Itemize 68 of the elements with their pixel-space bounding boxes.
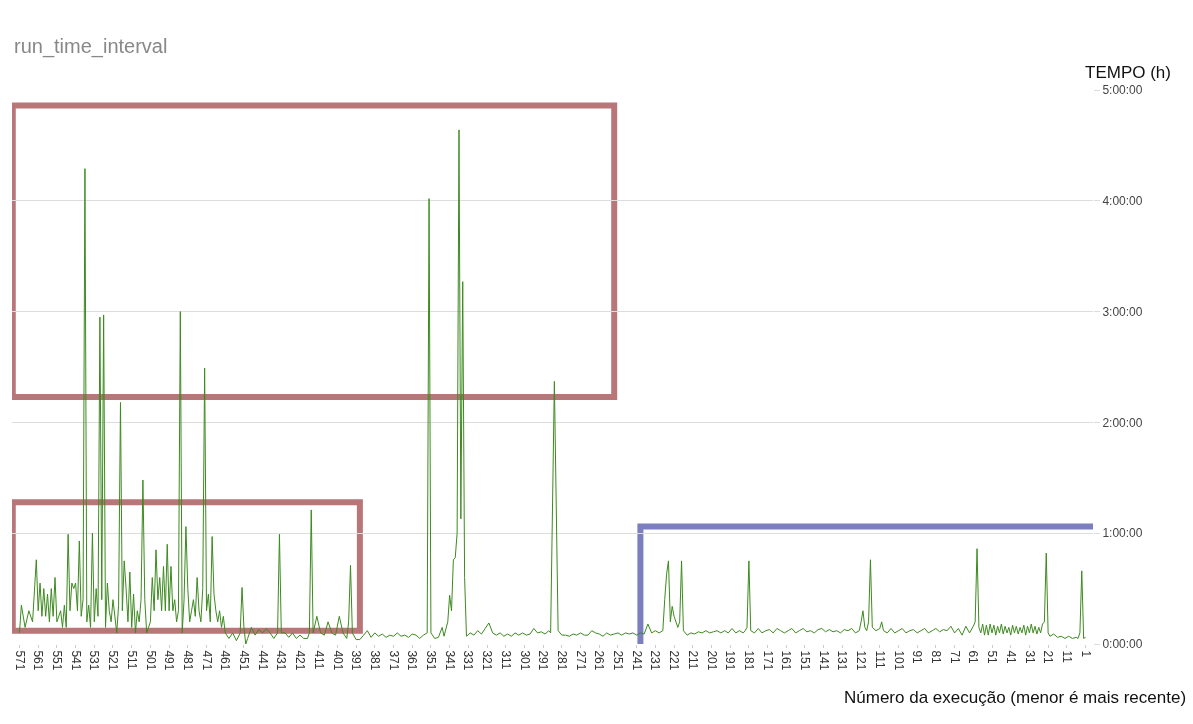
x-tick-label: 531 (87, 650, 102, 671)
y-tick-label: 5:00:00 (1102, 83, 1143, 98)
x-tick-label: 131 (835, 650, 850, 671)
x-tick-label: 511 (124, 650, 139, 670)
x-tick-label: 191 (723, 650, 738, 671)
x-tick-label: 71 (947, 650, 962, 665)
x-tick-label: 181 (741, 650, 756, 671)
x-tick-label: 491 (162, 650, 177, 671)
x-tick-label: 211 (685, 650, 700, 670)
y-tick-label: 0:00:00 (1102, 637, 1143, 652)
y-tick-label: 4:00:00 (1102, 194, 1143, 208)
x-tick-label: 501 (143, 650, 158, 671)
x-tick-label: 561 (31, 650, 46, 671)
x-tick-label: 521 (106, 650, 121, 671)
x-tick-label: 361 (405, 650, 420, 671)
x-tick-label: 91 (910, 650, 925, 665)
x-tick-label: 161 (779, 650, 794, 671)
x-tick-label: 391 (349, 650, 364, 671)
x-tick-label: 471 (199, 650, 214, 671)
x-tick-label: 81 (929, 650, 943, 665)
x-tick-label: 481 (180, 650, 195, 671)
x-tick-label: 401 (330, 650, 345, 671)
x-tick-label: 31 (1022, 650, 1037, 665)
x-tick-label: 341 (442, 650, 457, 671)
x-tick-label: 41 (1003, 650, 1018, 665)
x-tick-label: 551 (49, 650, 64, 671)
x-tick-label: 571 (12, 650, 27, 671)
x-tick-label: 321 (480, 650, 495, 671)
chart-title: run_time_interval (14, 35, 168, 58)
x-tick-label: 381 (367, 650, 382, 671)
x-tick-label: 441 (255, 650, 270, 671)
x-tick-label: 301 (517, 650, 532, 671)
x-tick-label: 271 (573, 650, 588, 671)
x-tick-label: 1 (1078, 650, 1093, 658)
x-tick-label: 221 (667, 650, 682, 671)
y-tick-label: 2:00:00 (1102, 415, 1143, 430)
x-tick-label: 421 (293, 650, 308, 671)
x-tick-label: 351 (424, 650, 439, 671)
x-tick-label: 51 (985, 650, 1000, 665)
x-tick-label: 281 (554, 650, 569, 671)
x-tick-label: 411 (311, 650, 326, 670)
y-axis-title: TEMPO (h) (1085, 63, 1171, 82)
x-tick-label: 451 (237, 650, 252, 671)
x-tick-label: 541 (68, 650, 83, 671)
x-tick-label: 61 (966, 650, 981, 665)
x-tick-label: 291 (536, 650, 551, 671)
x-tick-label: 121 (854, 650, 869, 671)
x-tick-label: 21 (1041, 650, 1056, 665)
x-tick-label: 431 (274, 650, 289, 671)
x-tick-label: 201 (704, 650, 719, 671)
x-tick-label: 141 (816, 650, 831, 671)
x-tick-label: 371 (386, 650, 401, 671)
x-axis-title: Número da execução (menor é mais recente) (844, 688, 1187, 707)
y-tick-label: 1:00:00 (1102, 526, 1143, 541)
line-series (18, 129, 1087, 644)
x-tick-label: 111 (872, 650, 887, 669)
y-tick-label: 3:00:00 (1102, 304, 1143, 319)
x-tick-label: 251 (611, 650, 626, 671)
x-tick-label: 101 (891, 650, 906, 671)
x-tick-label: 231 (648, 650, 663, 671)
x-tick-label: 311 (498, 650, 513, 670)
x-tick-label: 11 (1059, 650, 1074, 664)
x-tick-label: 331 (461, 650, 476, 671)
x-tick-label: 261 (592, 650, 607, 671)
x-tick-label: 151 (798, 650, 813, 671)
x-tick-label: 461 (218, 650, 233, 671)
x-tick-label: 171 (760, 650, 775, 671)
x-tick-label: 241 (629, 650, 644, 671)
